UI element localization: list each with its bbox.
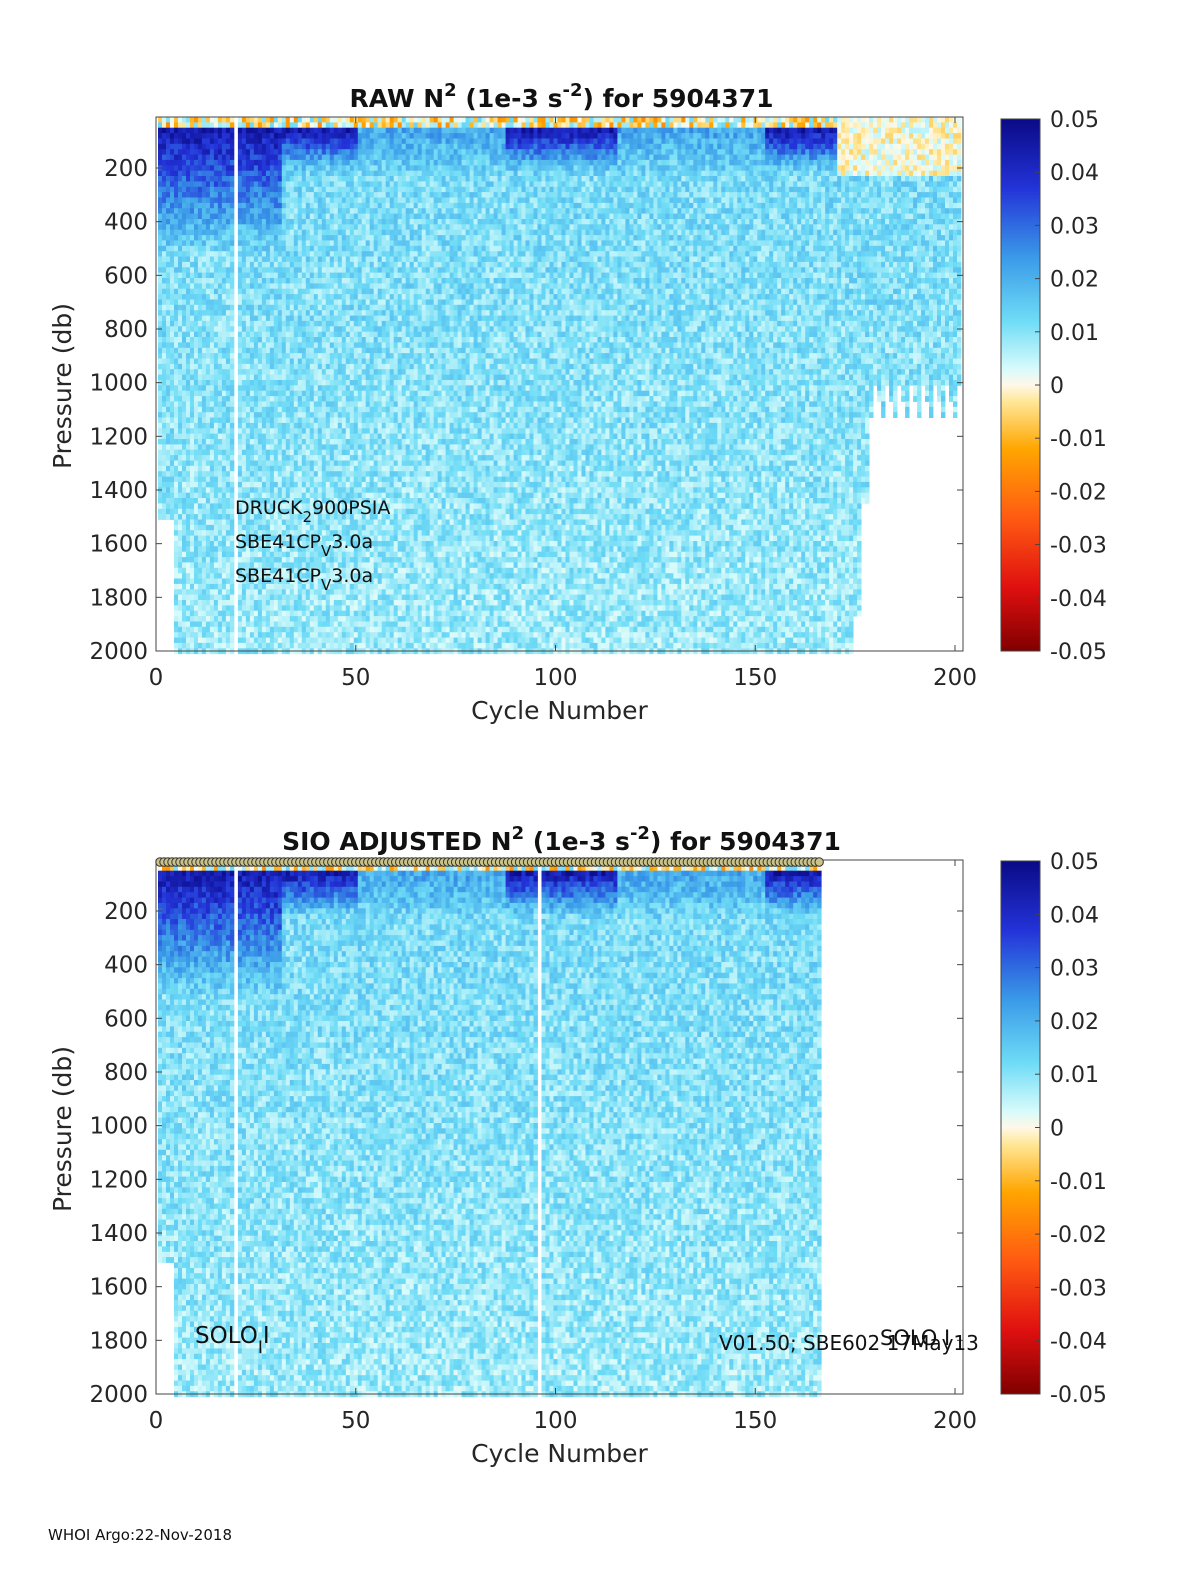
- x-tick-label: 100: [534, 1408, 578, 1434]
- y-tick-label: 800: [104, 317, 148, 343]
- y-tick-label: 400: [104, 210, 148, 236]
- y-tick-label: 1600: [89, 532, 148, 558]
- y-tick-label: 1000: [89, 371, 148, 397]
- colorbar-tick-label: -0.04: [1050, 587, 1107, 612]
- x-tick-label: 100: [534, 665, 578, 691]
- y-tick-label: 1000: [89, 1114, 148, 1140]
- x-tick-label: 200: [933, 1408, 977, 1434]
- x-axis-label: Cycle Number: [471, 696, 648, 725]
- heatmap-cells: [158, 860, 822, 1397]
- colorbar-tick-label: -0.02: [1050, 1223, 1107, 1248]
- colorbar-tick-label: 0: [1050, 1117, 1064, 1142]
- colorbar-tick-label: 0.03: [1050, 214, 1099, 239]
- colorbar-tick-label: 0.05: [1050, 850, 1099, 875]
- x-tick-label: 0: [149, 1408, 164, 1434]
- colorbar-tick-label: -0.05: [1050, 640, 1107, 665]
- firmware-annotation: V01.50; SBE602 17May13: [719, 1331, 979, 1355]
- x-tick-label: 150: [733, 1408, 777, 1434]
- colorbar-tick-label: -0.01: [1050, 1170, 1107, 1195]
- colorbar-tick-label: 0.05: [1050, 108, 1099, 133]
- x-tick-label: 200: [933, 665, 977, 691]
- colorbar-tick-label: 0.01: [1050, 1063, 1099, 1088]
- colorbar-tick-label: 0: [1050, 374, 1064, 399]
- y-tick-label: 200: [104, 899, 148, 925]
- x-axis-label: Cycle Number: [471, 1439, 648, 1468]
- y-tick-label: 2000: [89, 1382, 148, 1408]
- y-tick-label: 2000: [89, 639, 148, 665]
- y-tick-label: 1600: [89, 1275, 148, 1301]
- qc-markers: [156, 858, 824, 866]
- colorbar: [1001, 861, 1040, 1394]
- y-tick-label: 600: [104, 1006, 148, 1032]
- x-tick-label: 50: [341, 665, 370, 691]
- qc-marker: [815, 858, 823, 866]
- colorbar-tick-label: -0.03: [1050, 534, 1107, 559]
- y-tick-label: 400: [104, 953, 148, 979]
- y-tick-label: 200: [104, 156, 148, 182]
- y-axis-label: Pressure (db): [48, 303, 77, 469]
- y-tick-label: 1400: [89, 1221, 148, 1247]
- colorbar-tick-label: -0.01: [1050, 427, 1107, 452]
- colorbar-tick-label: 0.04: [1050, 903, 1099, 928]
- colorbar-tick-label: 0.01: [1050, 321, 1099, 346]
- y-tick-label: 800: [104, 1060, 148, 1086]
- y-tick-label: 1800: [89, 1328, 148, 1354]
- y-tick-label: 600: [104, 263, 148, 289]
- x-tick-label: 0: [149, 665, 164, 691]
- y-tick-label: 1800: [89, 585, 148, 611]
- y-axis-label: Pressure (db): [48, 1046, 77, 1212]
- chart-title: RAW N2 (1e-3 s-2) for 5904371: [349, 80, 773, 113]
- colorbar-tick-label: -0.05: [1050, 1383, 1107, 1408]
- colorbar-tick-label: 0.04: [1050, 161, 1099, 186]
- x-tick-label: 50: [341, 1408, 370, 1434]
- x-tick-label: 150: [733, 665, 777, 691]
- colorbar-tick-label: 0.02: [1050, 1010, 1099, 1035]
- chart-title: SIO ADJUSTED N2 (1e-3 s-2) for 5904371: [282, 823, 841, 856]
- footer-label: WHOI Argo:22-Nov-2018: [48, 1526, 232, 1544]
- y-tick-label: 1400: [89, 478, 148, 504]
- colorbar-tick-label: -0.02: [1050, 480, 1107, 505]
- colorbar-tick-label: -0.04: [1050, 1330, 1107, 1355]
- y-tick-label: 1200: [89, 424, 148, 450]
- colorbar-tick-label: 0.03: [1050, 957, 1099, 982]
- colorbar: [1001, 119, 1040, 651]
- colorbar-tick-label: -0.03: [1050, 1276, 1107, 1301]
- y-tick-label: 1200: [89, 1167, 148, 1193]
- colorbar-tick-label: 0.02: [1050, 268, 1099, 293]
